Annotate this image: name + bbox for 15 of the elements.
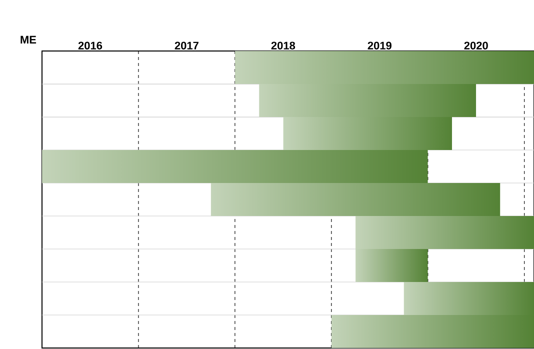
bar [356, 249, 428, 282]
x-tick-label: 2018 [271, 42, 296, 50]
bar [210, 183, 500, 216]
bar [331, 315, 534, 348]
bar [356, 216, 534, 250]
x-tick-label: 2017 [174, 42, 198, 50]
x-tick-label: 2019 [368, 42, 392, 50]
x-tick-label: 2016 [78, 42, 102, 50]
bar [234, 51, 534, 84]
y-axis-title: ME [20, 36, 36, 44]
bar [404, 282, 534, 316]
bar [283, 117, 452, 150]
x-tick-label: 2020 [464, 42, 488, 50]
bar [42, 150, 428, 184]
bar [259, 84, 476, 118]
